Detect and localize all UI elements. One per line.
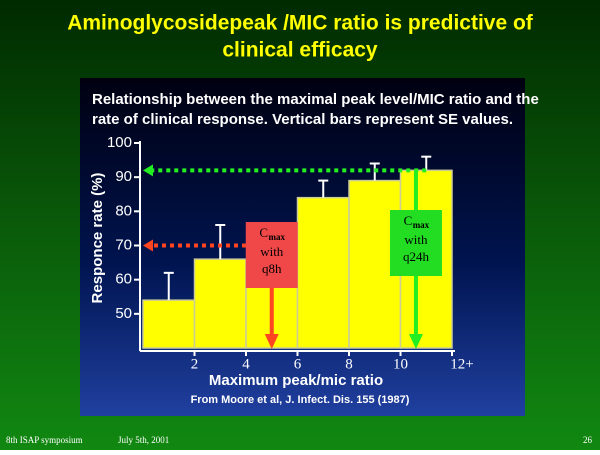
y-tick-label: 80 <box>115 202 132 219</box>
source: From Moore et al, J. Infect. Dis. 155 (1… <box>191 394 410 406</box>
annotation-box <box>389 210 442 276</box>
y-tick-label: 60 <box>115 271 132 288</box>
error-bar <box>421 155 432 171</box>
annotation-arrowhead <box>264 334 279 349</box>
footer-date: July 5th, 2001 <box>118 435 169 445</box>
bar <box>142 299 196 349</box>
x-tick-label: 2 <box>191 356 199 372</box>
chart-subtitle: Relationship between the maximal peak le… <box>92 91 539 108</box>
y-tick-label: 100 <box>107 134 132 151</box>
annotation-c: C <box>404 213 413 228</box>
bar <box>193 258 247 349</box>
page-number: 26 <box>583 435 593 445</box>
annotation-sub: max <box>269 232 286 242</box>
reference-arrowhead <box>143 239 153 252</box>
footer-text: 8th ISAP symposium <box>6 435 83 445</box>
reference-arrowhead <box>143 164 153 177</box>
x-tick-label: 4 <box>242 356 250 372</box>
y-axis-label: Responce rate (%) <box>89 173 106 304</box>
x-tick-label: 10 <box>393 356 408 372</box>
x-tick-label: 12+ <box>450 356 473 372</box>
bar <box>296 196 350 349</box>
error-bar <box>318 179 329 198</box>
y-tick-label: 70 <box>115 236 132 253</box>
chart-subtitle: rate of clinical response. Vertical bars… <box>92 111 513 128</box>
annotation-text: with <box>404 232 428 247</box>
annotation-box <box>245 222 298 288</box>
annotation-text: q24h <box>403 249 430 264</box>
annotation-arrowhead <box>408 334 423 349</box>
annotation-text: with <box>260 244 284 259</box>
error-bar <box>163 271 174 301</box>
x-tick-label: 8 <box>345 356 353 372</box>
error-bar <box>215 224 226 260</box>
y-tick-label: 90 <box>115 168 132 185</box>
slide-title: clinical efficacy <box>222 39 378 62</box>
x-tick-label: 6 <box>294 356 302 372</box>
y-tick-label: 50 <box>115 305 132 322</box>
annotation-sub: max <box>413 220 430 230</box>
annotation-c: C <box>259 225 268 240</box>
annotation-text: q8h <box>262 261 282 276</box>
slide-title: Aminoglycosidepeak /MIC ratio is predict… <box>67 12 534 35</box>
x-axis-label: Maximum peak/mic ratio <box>209 372 383 389</box>
